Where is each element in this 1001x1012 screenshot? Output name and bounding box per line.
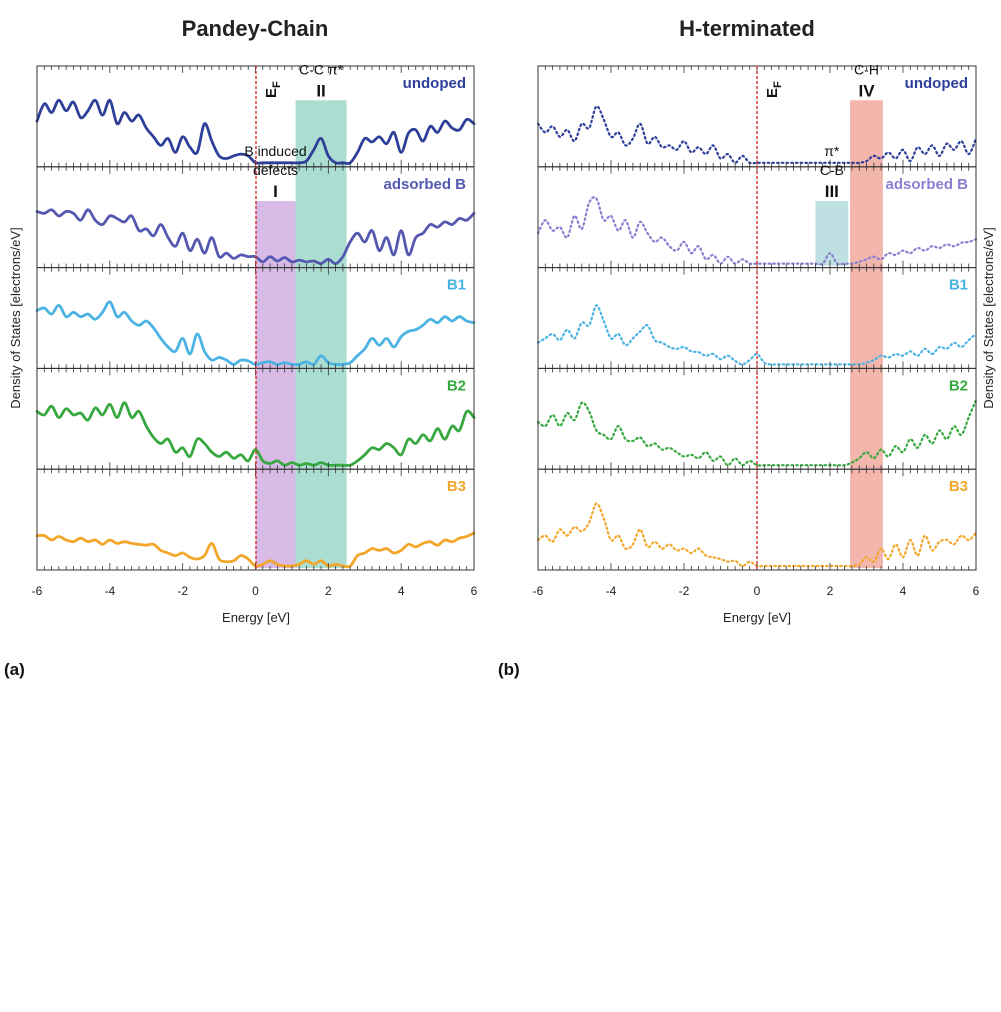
band-roman-label: II xyxy=(316,81,325,100)
subplot-label: undoped xyxy=(403,75,466,92)
x-tick-label: 6 xyxy=(973,584,980,598)
panel-label: (b) xyxy=(498,660,520,679)
y-axis-label: Density of States [electrons/eV] xyxy=(981,227,996,408)
band-roman-label: IV xyxy=(858,81,875,100)
x-axis-label: Energy [eV] xyxy=(723,610,791,625)
subplot-label: adsorbed B xyxy=(885,176,968,193)
x-tick-label: 4 xyxy=(398,584,405,598)
band-annotation: π* xyxy=(824,143,840,159)
subplot-label: B2 xyxy=(949,377,968,394)
x-tick-label: 6 xyxy=(471,584,478,598)
ef-label: EF xyxy=(263,81,283,98)
subplot-label: undoped xyxy=(905,75,968,92)
band-annotation: C-B xyxy=(820,162,844,178)
x-tick-label: -6 xyxy=(533,584,544,598)
band-annotation: C-H xyxy=(854,61,879,77)
panel-title: Pandey-Chain xyxy=(182,16,329,41)
x-tick-label: -6 xyxy=(32,584,43,598)
y-axis-label: Density of States [electrons/eV] xyxy=(8,227,23,408)
subplot-label: B2 xyxy=(447,377,466,394)
band-annotation: defects xyxy=(253,162,298,178)
subplot-label: B1 xyxy=(447,277,466,294)
subplot-label: adsorbed B xyxy=(383,176,466,193)
panel-h-terminated: H-terminated undoped adsorbed B B1 B2 B3 III… xyxy=(498,16,996,679)
x-tick-label: -2 xyxy=(177,584,188,598)
band-roman-label: III xyxy=(825,182,839,201)
band-I xyxy=(255,201,296,568)
ef-label: EF xyxy=(764,81,784,98)
dos-series-b2 xyxy=(35,401,476,467)
x-tick-label: 0 xyxy=(754,584,761,598)
subplot-label: B3 xyxy=(949,478,968,495)
x-tick-label: -4 xyxy=(104,584,115,598)
band-annotation: C-C π* xyxy=(299,61,343,77)
subplot-label: B3 xyxy=(447,478,466,495)
panel-title: H-terminated xyxy=(679,16,815,41)
x-tick-label: -2 xyxy=(679,584,690,598)
panel-pandey-chain: Pandey-Chain undoped adsorbed B B1 B2 B3 I B … xyxy=(4,16,478,679)
x-tick-label: 4 xyxy=(900,584,907,598)
band-II xyxy=(295,100,347,568)
x-axis-label: Energy [eV] xyxy=(222,610,290,625)
x-tick-label: 0 xyxy=(252,584,259,598)
panel-label: (a) xyxy=(4,660,25,679)
band-annotation: B induced xyxy=(244,143,306,159)
x-tick-label: -4 xyxy=(606,584,617,598)
band-IV xyxy=(850,100,883,568)
x-tick-label: 2 xyxy=(325,584,332,598)
x-tick-label: 2 xyxy=(827,584,834,598)
band-III xyxy=(815,201,849,266)
band-roman-label: I xyxy=(273,182,278,201)
subplot-label: B1 xyxy=(949,277,968,294)
